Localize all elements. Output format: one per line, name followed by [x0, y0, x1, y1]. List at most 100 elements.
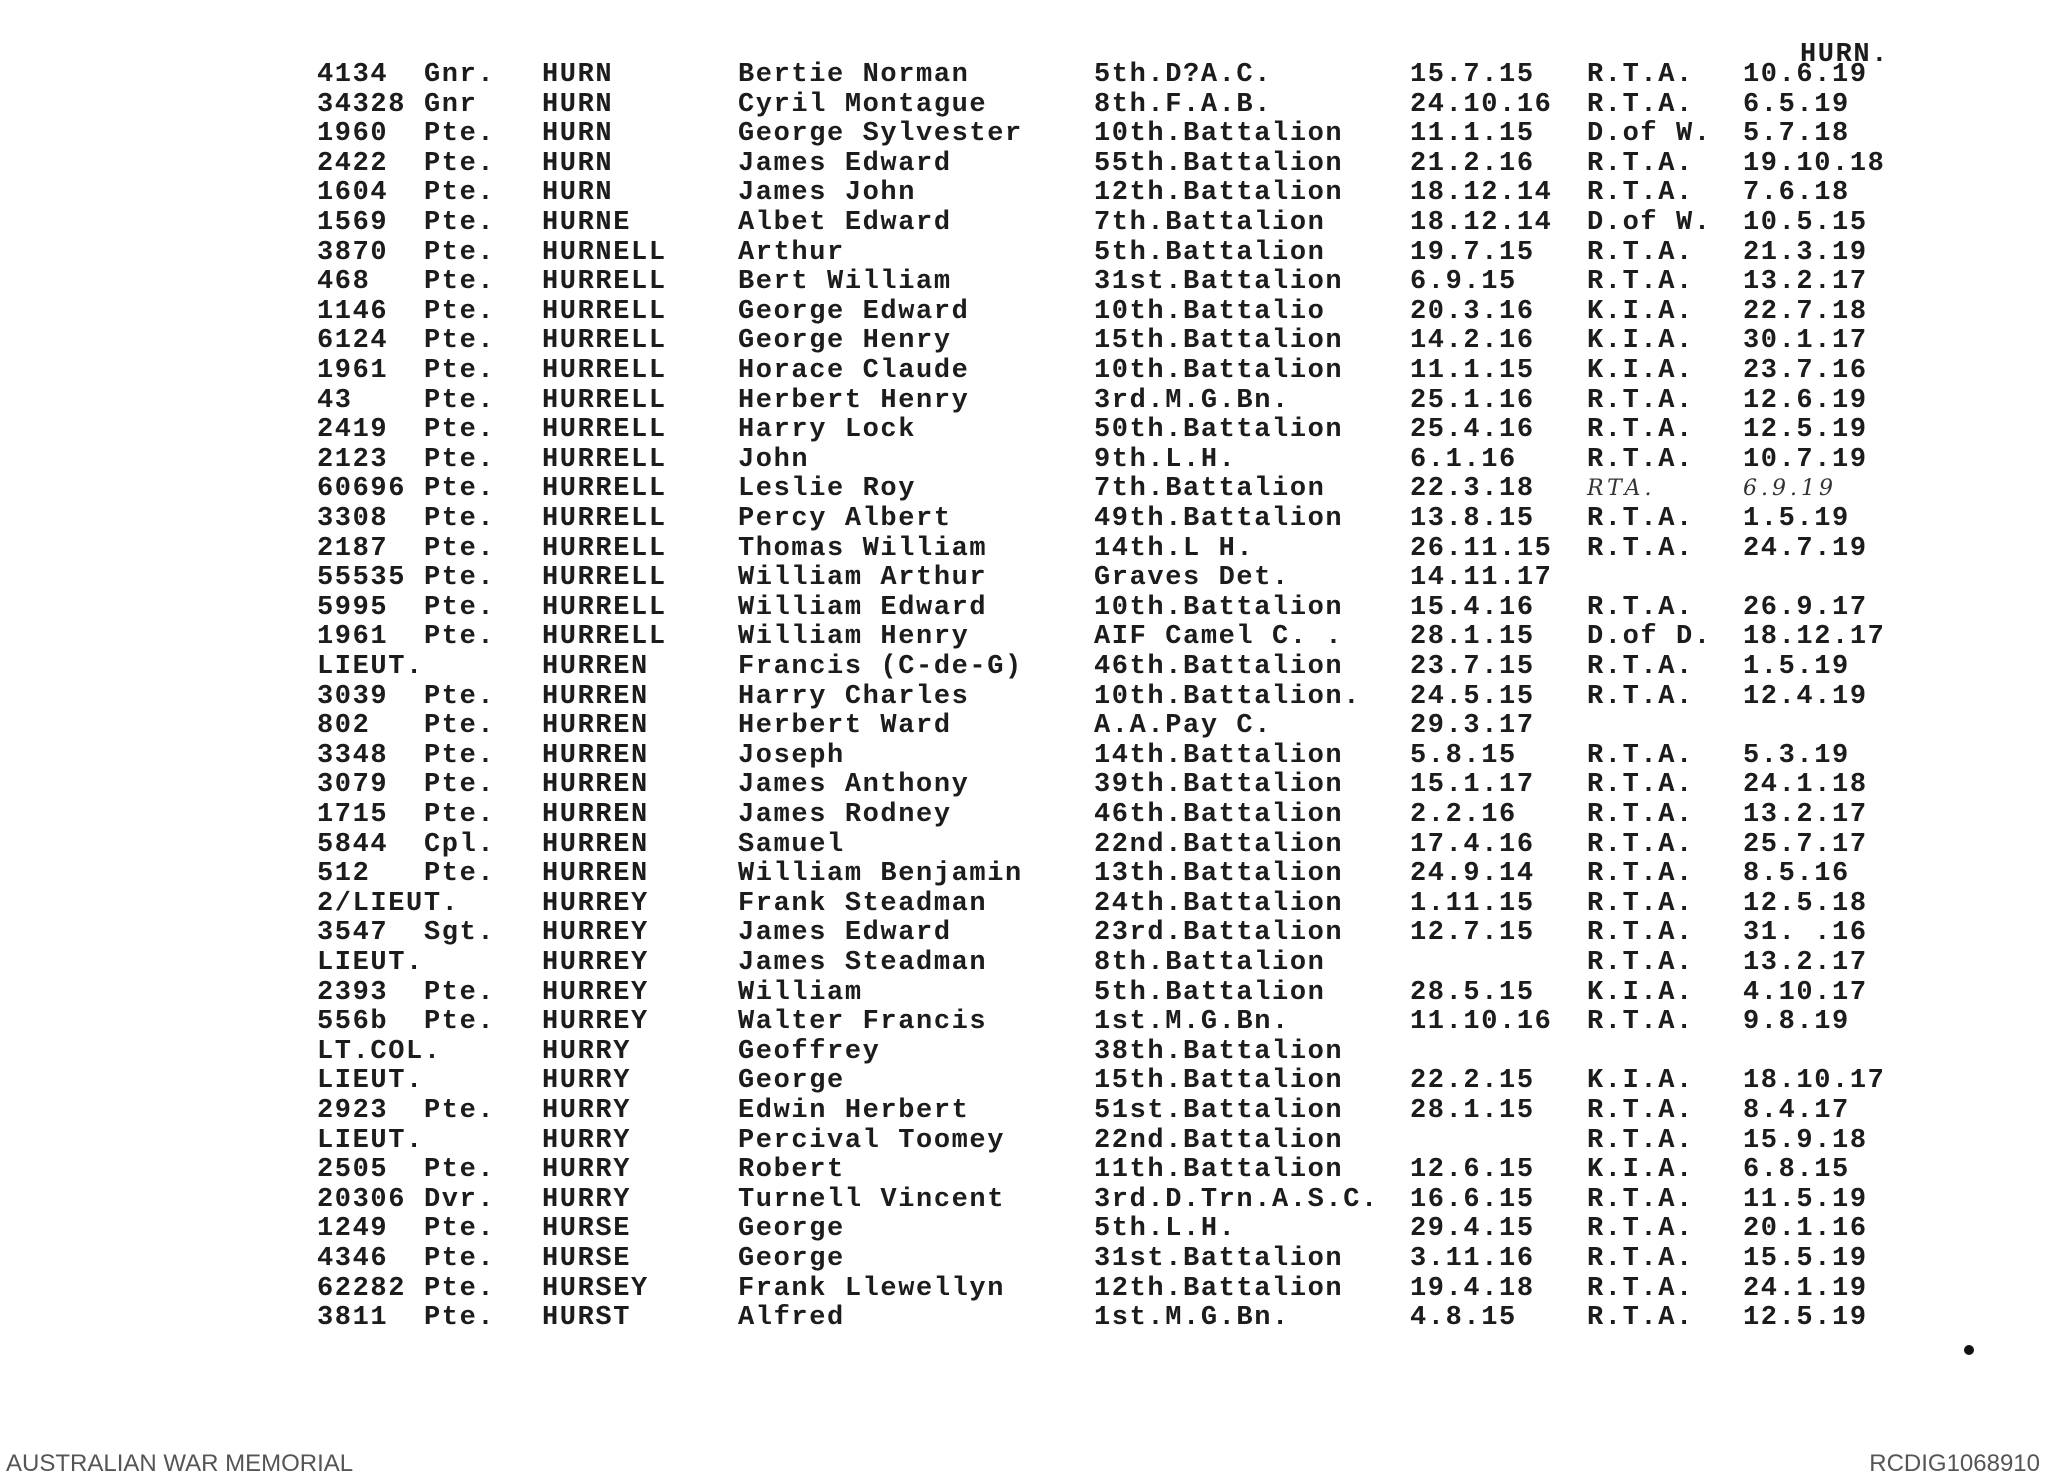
surname: HURREN [542, 770, 649, 801]
unit: 12th.Battalion [1094, 1273, 1344, 1304]
unit: 31st.Battalion [1094, 267, 1344, 298]
fate: R.T.A. [1587, 1184, 1694, 1215]
return-date: 8.5.16 [1743, 859, 1850, 890]
surname: HURRELL [542, 326, 667, 357]
given-names: George Henry [738, 326, 952, 357]
rank: Pte. [424, 296, 496, 327]
service-number: 2393 [317, 977, 389, 1008]
service-number: 802 [317, 711, 371, 742]
fate: K.I.A. [1587, 296, 1694, 327]
unit: 5th.L.H. [1094, 1214, 1237, 1245]
enlistment-date: 11.10.16 [1410, 1007, 1553, 1038]
given-names: James John [738, 178, 917, 209]
given-names: Bertie Norman [738, 60, 970, 90]
fate: RTA. [1587, 476, 1656, 502]
return-date: 1.5.19 [1743, 652, 1850, 682]
enlistment-date: 17.4.16 [1410, 829, 1535, 860]
surname: HURRELL [542, 267, 667, 298]
fate: R.T.A. [1587, 829, 1694, 860]
enlistment-date: 24.5.15 [1410, 681, 1535, 712]
fate: K.I.A. [1587, 1155, 1694, 1186]
fate: R.T.A. [1587, 1273, 1694, 1304]
return-date: 10.5.15 [1743, 208, 1868, 238]
given-names: Alfred [738, 1303, 845, 1334]
enlistment-date: 28.1.15 [1410, 622, 1535, 653]
given-names: George [738, 1214, 845, 1245]
service-number: 1146 [317, 296, 389, 327]
unit: 10th.Battalion. [1094, 681, 1362, 712]
surname: HURSE [542, 1214, 632, 1245]
rank: Pte. [424, 356, 496, 386]
service-number: LIEUT. [317, 1066, 424, 1097]
unit: 38th.Battalion [1094, 1036, 1344, 1067]
given-names: Turnell Vincent [738, 1184, 1006, 1215]
return-date: 12.5.19 [1743, 415, 1868, 446]
given-names: George [738, 1066, 845, 1097]
surname: HURRELL [542, 533, 667, 564]
footer-source: AUSTRALIAN WAR MEMORIAL [6, 1450, 354, 1477]
fate: K.I.A. [1587, 977, 1694, 1008]
rank: Dvr. [424, 1184, 496, 1215]
surname: HURNELL [542, 237, 667, 268]
service-number: LIEUT. [317, 1125, 424, 1156]
enlistment-date: 2.2.16 [1410, 800, 1517, 830]
rank: Pte. [424, 563, 496, 594]
rank: Pte. [424, 740, 496, 771]
fate: R.T.A. [1587, 888, 1694, 919]
return-date: 1.5.19 [1743, 504, 1850, 534]
return-date: 21.3.19 [1743, 237, 1868, 268]
unit: 3rd.D.Trn.A.S.C. [1094, 1184, 1379, 1215]
enlistment-date: 21.2.16 [1410, 148, 1535, 179]
fate: R.T.A. [1587, 1214, 1694, 1245]
surname: HURREN [542, 829, 649, 860]
fate: R.T.A. [1587, 652, 1694, 682]
rank: Pte. [424, 504, 496, 534]
return-date: 7.6.18 [1743, 178, 1850, 209]
service-number: 4346 [317, 1244, 389, 1274]
rank: Pte. [424, 148, 496, 179]
given-names: Robert [738, 1155, 845, 1186]
surname: HURRELL [542, 415, 667, 446]
fate: D.of W. [1587, 208, 1712, 238]
enlistment-date: 28.5.15 [1410, 977, 1535, 1008]
surname: HURRELL [542, 474, 667, 505]
given-names: John [738, 444, 810, 475]
rank: Pte. [424, 326, 496, 357]
enlistment-date: 15.7.15 [1410, 60, 1535, 90]
given-names: Samuel [738, 829, 845, 860]
return-date: 10.6.19 [1743, 60, 1868, 90]
fate: D.of W. [1587, 119, 1712, 150]
surname: HURN [542, 89, 614, 120]
unit: 10th.Battalion [1094, 119, 1344, 150]
enlistment-date: 6.9.15 [1410, 267, 1517, 298]
surname: HURREN [542, 800, 649, 830]
surname: HURN [542, 119, 614, 150]
return-date: 11.5.19 [1743, 1184, 1868, 1215]
unit: 46th.Battalion [1094, 800, 1344, 830]
rank: Pte. [424, 267, 496, 298]
return-date: 13.2.17 [1743, 948, 1868, 978]
given-names: Arthur [738, 237, 845, 268]
given-names: Thomas William [738, 533, 988, 564]
unit: 12th.Battalion [1094, 178, 1344, 209]
service-number: LT.COL. [317, 1036, 442, 1067]
surname: HURN [542, 60, 614, 90]
service-number: 3308 [317, 504, 389, 534]
return-date: 5.3.19 [1743, 740, 1850, 771]
service-number: 2422 [317, 148, 389, 179]
fate: K.I.A. [1587, 1066, 1694, 1097]
given-names: James Edward [738, 148, 952, 179]
rank: Pte. [424, 208, 496, 238]
enlistment-date: 16.6.15 [1410, 1184, 1535, 1215]
return-date: 26.9.17 [1743, 592, 1868, 623]
return-date: 30.1.17 [1743, 326, 1868, 357]
service-number: 3039 [317, 681, 389, 712]
surname: HURRY [542, 1184, 632, 1215]
enlistment-date: 25.1.16 [1410, 385, 1535, 416]
given-names: Herbert Henry [738, 385, 970, 416]
surname: HURREY [542, 888, 649, 919]
unit: A.A.Pay C. [1094, 711, 1273, 742]
enlistment-date: 1.11.15 [1410, 888, 1535, 919]
rank: Pte. [424, 1303, 496, 1334]
return-date: 12.5.19 [1743, 1303, 1868, 1334]
